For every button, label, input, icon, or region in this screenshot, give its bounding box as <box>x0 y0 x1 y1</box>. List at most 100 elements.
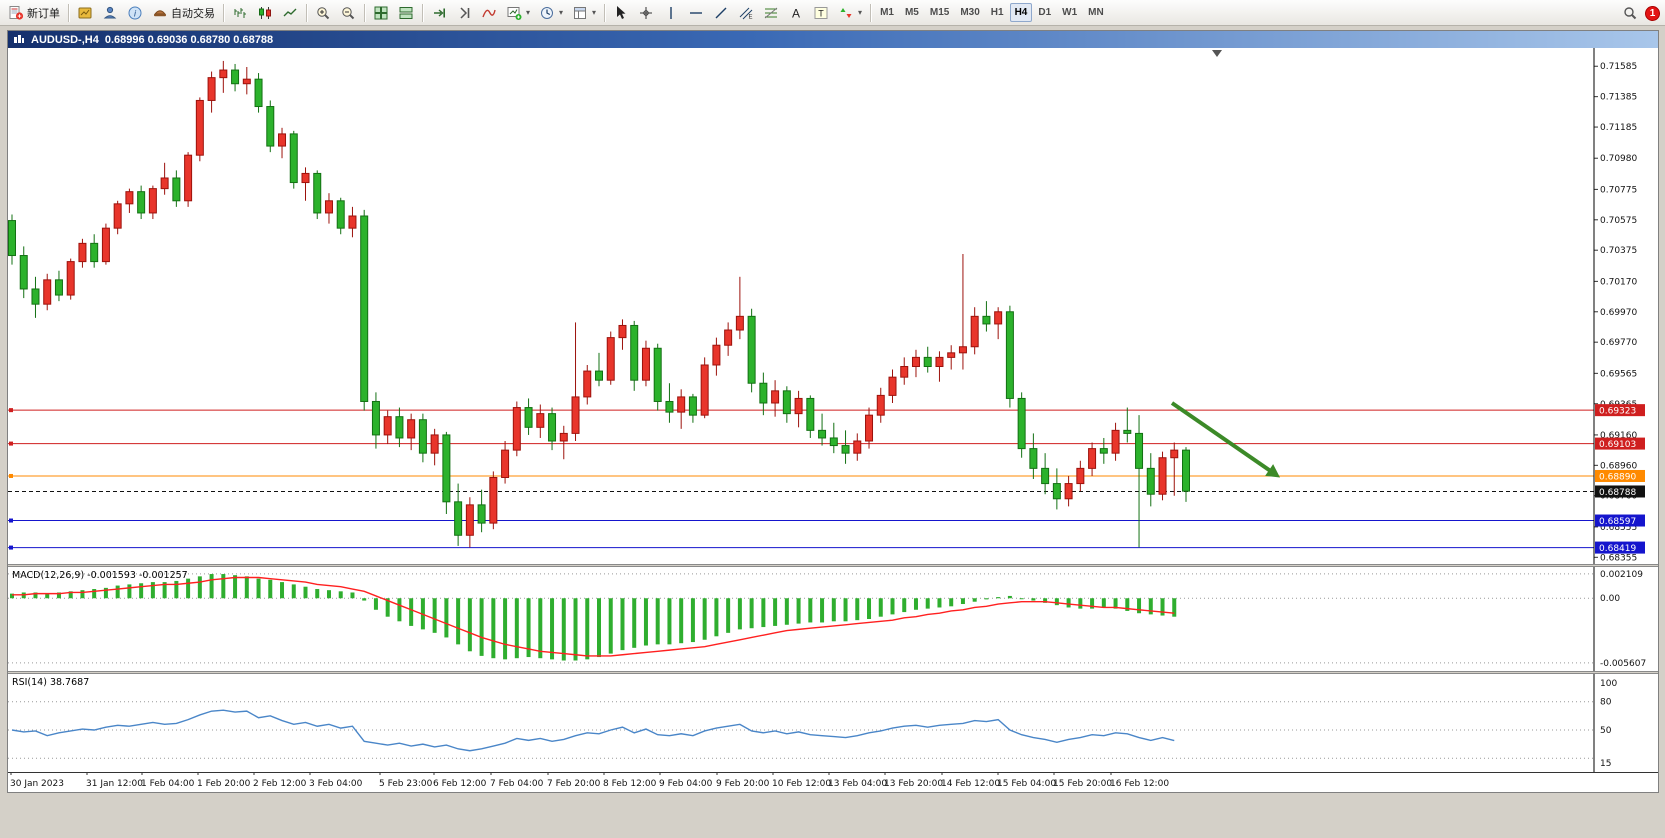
candle[interactable] <box>501 441 510 484</box>
candle[interactable] <box>818 413 827 446</box>
candle[interactable] <box>160 162 169 195</box>
time-axis-canvas[interactable]: 30 Jan 2023 31 Jan 12:001 Feb 04:00 1 Feb … <box>8 772 1658 792</box>
candle[interactable] <box>278 127 287 159</box>
candle[interactable] <box>8 214 16 265</box>
candle[interactable] <box>841 430 850 464</box>
candle[interactable] <box>1182 447 1190 502</box>
candle[interactable] <box>207 71 216 113</box>
candle[interactable] <box>759 372 768 416</box>
candle[interactable] <box>606 331 615 385</box>
trendline-button[interactable] <box>709 2 733 24</box>
periods-button[interactable]: ▾ <box>535 2 567 24</box>
candle[interactable] <box>336 197 345 235</box>
candle[interactable] <box>536 404 545 438</box>
panel-splitter-1[interactable] <box>8 564 1658 567</box>
candle[interactable] <box>137 185 146 220</box>
timeframe-h1[interactable]: H1 <box>990 7 1004 18</box>
candle[interactable] <box>1076 460 1085 492</box>
auto-trading-button[interactable]: 自动交易 <box>148 2 219 24</box>
candle[interactable] <box>78 238 87 268</box>
arrows-button[interactable]: ▾ <box>834 2 866 24</box>
candle[interactable] <box>1111 422 1120 461</box>
candle[interactable] <box>583 364 592 405</box>
candle[interactable] <box>595 352 603 387</box>
candle[interactable] <box>1088 442 1097 476</box>
line-anchor[interactable] <box>9 518 13 523</box>
candle[interactable] <box>512 401 521 457</box>
cursor-button[interactable] <box>609 2 633 24</box>
time-axis[interactable]: 30 Jan 2023 31 Jan 12:00 1 Feb 04:00 1 Feb … <box>8 772 1658 792</box>
candle[interactable] <box>1029 433 1038 480</box>
timeframe-m15[interactable]: M15 <box>929 7 950 18</box>
zoom-in-button[interactable] <box>311 2 335 24</box>
auto-scroll-button[interactable] <box>427 2 451 24</box>
candle[interactable] <box>1158 451 1167 501</box>
candle[interactable] <box>641 340 650 387</box>
fibonacci-button[interactable] <box>759 2 783 24</box>
timeframe-m5[interactable]: M5 <box>904 7 919 18</box>
candle[interactable] <box>700 357 709 419</box>
candle[interactable] <box>113 200 122 235</box>
candle[interactable] <box>747 308 756 393</box>
candlestick-chart-button[interactable] <box>253 2 277 24</box>
candle[interactable] <box>947 345 956 370</box>
candle[interactable] <box>54 270 63 302</box>
zoom-out-button[interactable] <box>336 2 360 24</box>
line-anchor[interactable] <box>9 545 13 550</box>
candle[interactable] <box>1170 442 1179 496</box>
crosshair-button[interactable] <box>634 2 658 24</box>
candle[interactable] <box>360 209 369 411</box>
candle[interactable] <box>125 188 134 213</box>
candle[interactable] <box>442 431 451 514</box>
timeframe-mn[interactable]: MN <box>1088 7 1104 18</box>
candle[interactable] <box>383 410 392 445</box>
candle[interactable] <box>465 497 474 548</box>
candle[interactable] <box>923 346 932 373</box>
candle[interactable] <box>231 63 240 92</box>
timeframe-m1[interactable]: M1 <box>880 7 894 18</box>
candle[interactable] <box>19 246 28 299</box>
timeframe-h4[interactable]: H4 <box>1009 3 1033 22</box>
candle[interactable] <box>1041 453 1050 495</box>
candle[interactable] <box>324 193 333 224</box>
dropdown-arrow-icon[interactable]: ▾ <box>559 8 564 17</box>
candle[interactable] <box>254 73 263 113</box>
candle[interactable] <box>829 422 838 454</box>
candle[interactable] <box>994 307 1003 340</box>
dropdown-arrow-icon[interactable]: ▾ <box>858 8 863 17</box>
indicators-button[interactable] <box>477 2 501 24</box>
candle[interactable] <box>489 471 498 530</box>
candle[interactable] <box>1005 305 1014 408</box>
candle[interactable] <box>806 395 815 438</box>
trend-arrow[interactable] <box>1170 401 1274 475</box>
candle[interactable] <box>559 425 568 460</box>
candle[interactable] <box>982 301 991 332</box>
candle[interactable] <box>66 258 75 300</box>
candle[interactable] <box>219 60 228 93</box>
candle[interactable] <box>148 185 157 220</box>
candle[interactable] <box>911 349 920 378</box>
candle[interactable] <box>430 428 439 466</box>
candle[interactable] <box>794 390 803 428</box>
tile-windows-button[interactable] <box>369 2 393 24</box>
chart-shift-button[interactable] <box>452 2 476 24</box>
text-label-button[interactable]: T <box>809 2 833 24</box>
channel-button[interactable]: E <box>734 2 758 24</box>
candle[interactable] <box>970 307 979 355</box>
dropdown-arrow-icon[interactable]: ▾ <box>592 8 597 17</box>
tile-horizontal-button[interactable] <box>394 2 418 24</box>
candle[interactable] <box>782 386 791 423</box>
candle[interactable] <box>477 489 486 533</box>
line-anchor[interactable] <box>9 473 13 478</box>
market-watch-button[interactable] <box>73 2 97 24</box>
candle[interactable] <box>1135 415 1144 548</box>
candle[interactable] <box>524 398 533 435</box>
search-icon[interactable] <box>1622 5 1638 21</box>
candle[interactable] <box>395 407 404 448</box>
candle[interactable] <box>688 393 697 423</box>
chart-shift-marker[interactable] <box>1212 50 1222 57</box>
candle[interactable] <box>935 351 944 382</box>
candle[interactable] <box>313 170 322 220</box>
candle[interactable] <box>289 130 298 189</box>
candle[interactable] <box>548 407 557 451</box>
